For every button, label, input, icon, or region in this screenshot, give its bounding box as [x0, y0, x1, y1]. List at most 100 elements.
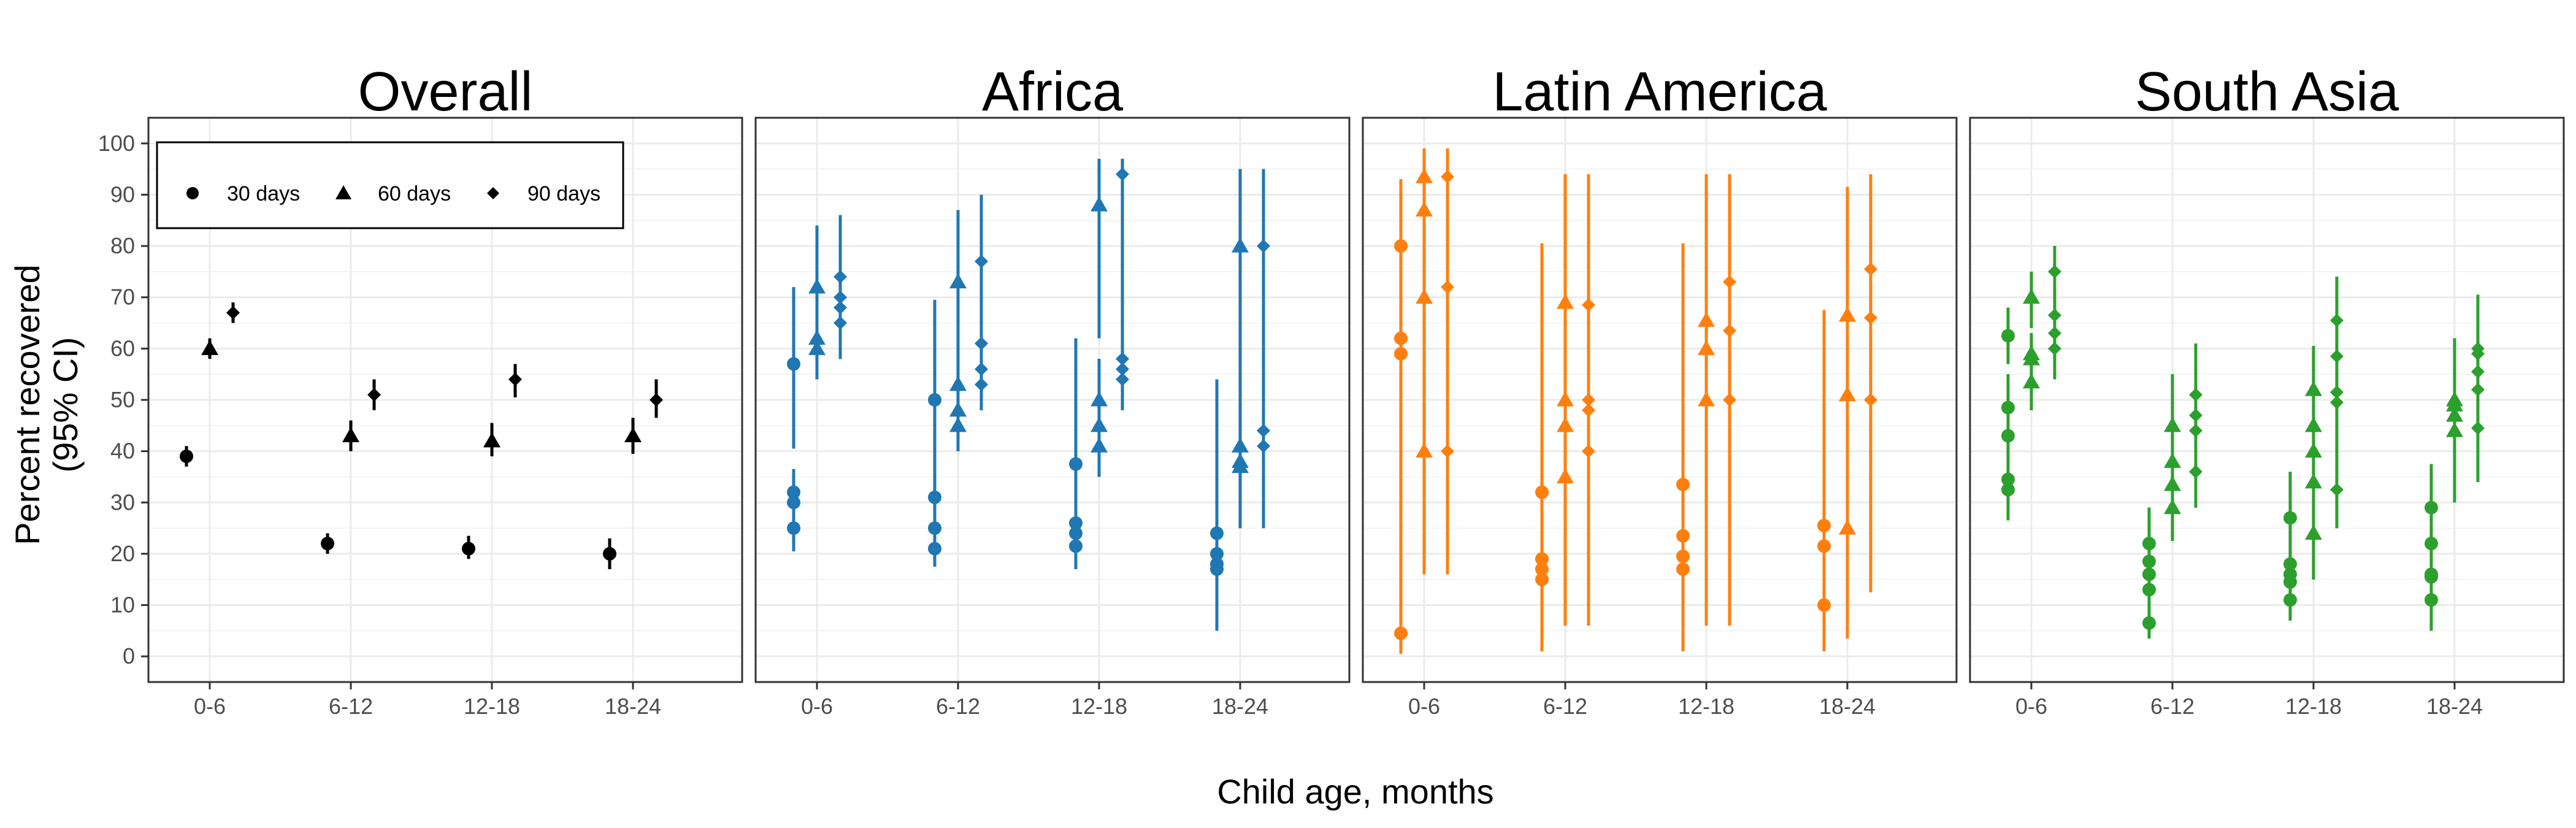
point-30-days — [462, 542, 475, 556]
point-90-days — [1441, 444, 1454, 458]
point-60-days — [624, 427, 642, 443]
point-30-days — [1069, 539, 1083, 553]
y-tick-label: 60 — [110, 335, 135, 361]
panel-2: Latin America 0-6 6-12 12-18 18-24 — [1362, 61, 1958, 719]
x-tick-label: 12-18 — [1678, 694, 1735, 719]
point-90-days — [1257, 439, 1270, 453]
point-30-days — [1676, 562, 1690, 576]
point-30-days — [1210, 562, 1224, 576]
point-60-days — [342, 427, 359, 443]
panel-border — [1362, 117, 1958, 683]
legend-label: 30 days — [227, 182, 300, 205]
point-60-days — [2164, 499, 2181, 515]
point-60-days — [1416, 442, 1433, 458]
x-tick-label: 0-6 — [2015, 694, 2047, 719]
legend: 30 days 60 days 90 days — [156, 141, 624, 229]
point-90-days — [2471, 421, 2485, 435]
panel-title: Overall — [358, 61, 532, 123]
point-30-days — [2283, 593, 2297, 607]
panel-title: Latin America — [1492, 61, 1827, 123]
point-90-days — [226, 305, 240, 320]
x-tick-label: 18-24 — [1212, 694, 1268, 719]
y-tick-label: 50 — [110, 387, 135, 412]
point-30-days — [603, 546, 616, 561]
y-axis-title-line-1: Percent recovered — [8, 264, 47, 545]
point-90-days — [2330, 483, 2344, 497]
x-axis-title: Child age, months — [1217, 772, 1493, 811]
point-60-days — [1698, 391, 1715, 407]
legend-box — [156, 141, 624, 229]
x-tick-label: 12-18 — [464, 694, 520, 719]
point-60-days — [949, 416, 967, 432]
point-60-days — [1091, 437, 1108, 453]
x-tick-label: 6-12 — [329, 694, 373, 719]
point-90-days — [1723, 393, 1736, 407]
panel-border — [754, 117, 1351, 683]
x-tick-label: 18-24 — [605, 694, 661, 719]
point-90-days — [975, 377, 988, 391]
y-tick-label: 70 — [110, 285, 135, 310]
panel-title: Africa — [982, 61, 1124, 123]
x-tick-label: 6-12 — [1543, 694, 1587, 719]
y-tick-label: 40 — [110, 439, 135, 464]
legend-key-circle — [186, 187, 199, 199]
point-90-days — [2048, 342, 2061, 356]
point-90-days — [1864, 393, 1877, 407]
point-60-days — [2305, 524, 2322, 540]
y-tick-label: 10 — [110, 592, 135, 618]
x-tick-label: 0-6 — [194, 694, 226, 719]
point-30-days — [2425, 593, 2438, 607]
legend-key-triangle — [335, 185, 351, 199]
x-tick-label: 18-24 — [1819, 694, 1876, 719]
point-30-days — [1535, 572, 1549, 586]
y-axis-title-line-2: (95% CI) — [46, 337, 85, 473]
point-90-days — [1582, 444, 1595, 458]
point-90-days — [367, 388, 381, 402]
point-30-days — [1394, 626, 1408, 640]
point-90-days — [650, 393, 663, 407]
legend-key-diamond — [487, 187, 499, 199]
panel-3: South Asia 0-6 6-12 12-18 18-24 — [1969, 61, 2565, 719]
y-tick-label: 30 — [110, 489, 135, 515]
point-60-days — [1557, 468, 1574, 483]
point-60-days — [2023, 288, 2040, 304]
x-tick-label: 6-12 — [936, 694, 980, 719]
point-90-days — [834, 316, 847, 330]
point-60-days — [2023, 373, 2040, 389]
point-90-days — [1116, 372, 1129, 386]
point-60-days — [2446, 422, 2463, 437]
point-60-days — [949, 273, 967, 289]
point-60-days — [808, 278, 826, 294]
point-60-days — [808, 340, 826, 355]
y-tick-label: 90 — [110, 182, 135, 207]
point-30-days — [2142, 616, 2156, 630]
point-30-days — [2001, 329, 2015, 343]
y-tick-label: 80 — [110, 233, 135, 258]
point-90-days — [508, 372, 522, 386]
panel-border — [1969, 117, 2565, 683]
x-tick-label: 18-24 — [2426, 694, 2483, 719]
legend-label: 90 days — [527, 182, 600, 205]
point-30-days — [1069, 457, 1083, 471]
point-30-days — [787, 357, 800, 371]
point-30-days — [2001, 483, 2015, 497]
x-tick-label: 12-18 — [2285, 694, 2342, 719]
point-30-days — [787, 521, 800, 535]
y-tick-label: 20 — [110, 541, 135, 566]
point-60-days — [1839, 519, 1856, 535]
y-tick-label: 100 — [98, 131, 135, 156]
point-60-days — [1232, 458, 1249, 473]
y-axis-title: Percent recovered (95% CI) — [8, 264, 85, 545]
point-60-days — [1091, 196, 1108, 212]
x-tick-label: 12-18 — [1071, 694, 1127, 719]
point-90-days — [975, 255, 988, 269]
panel-1: Africa 0-6 6-12 12-18 18-24 — [754, 61, 1351, 719]
panels: Overall 0-6 6-12 12-18 18-24 0 10 20 30 40 50 60 70 8… — [98, 61, 2565, 719]
point-30-days — [1817, 598, 1831, 612]
point-30-days — [928, 542, 941, 556]
point-90-days — [1116, 167, 1129, 181]
point-60-days — [201, 340, 218, 355]
x-tick-label: 0-6 — [1408, 694, 1440, 719]
panel-title: South Asia — [2135, 61, 2399, 123]
